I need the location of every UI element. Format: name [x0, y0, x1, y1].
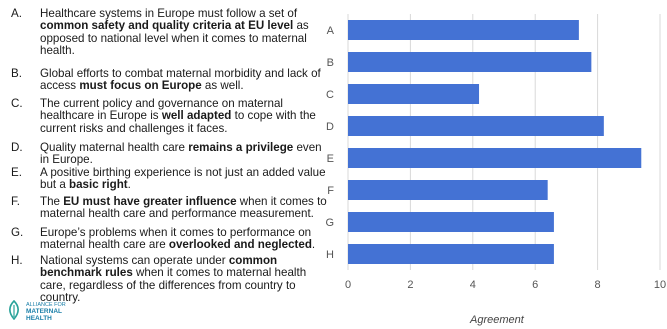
statement-fragment: as well.: [201, 79, 244, 93]
statement-text: Global efforts to combat maternal morbid…: [40, 67, 330, 93]
y-tick-label: E: [327, 153, 334, 165]
x-tick-label: 4: [470, 279, 476, 291]
bar: [348, 52, 592, 72]
statement-fragment: when it comes to maternal health care, r…: [40, 266, 307, 305]
y-tick-label: C: [326, 89, 334, 101]
statement-fragment: Global efforts to combat maternal morbid…: [40, 67, 321, 93]
statement-emphasis: must focus on Europe: [79, 79, 202, 93]
statement-letter: F.: [11, 195, 21, 208]
statement-emphasis: well adapted: [161, 109, 232, 123]
statement-fragment: Europe’s problems when it comes to perfo…: [40, 226, 312, 252]
statement-letter: H.: [11, 254, 23, 267]
leaf-icon: [9, 299, 19, 321]
bar: [348, 20, 579, 40]
statement-emphasis: overlooked and neglected: [168, 238, 312, 252]
statement-letter: B.: [11, 67, 22, 80]
statement-fragment: when it comes to maternal health care an…: [40, 195, 327, 221]
statement-text: Europe’s problems when it comes to perfo…: [40, 226, 330, 252]
statement-letter: A.: [11, 7, 22, 20]
statement-letter: E.: [11, 166, 22, 179]
statement-fragment: The: [40, 195, 64, 208]
alliance-logo: ALLIANCE FOR MATERNAL HEALTH: [6, 299, 96, 329]
x-tick-label: 8: [595, 279, 601, 291]
bar: [348, 84, 480, 104]
x-tick-label: 2: [407, 279, 413, 291]
statement-fragment: Quality maternal health care: [40, 141, 189, 154]
bar: [348, 148, 642, 168]
x-tick-label: 0: [345, 279, 351, 291]
logo-line3: HEALTH: [26, 315, 52, 323]
statement-fragment: Healthcare systems in Europe must follow…: [40, 7, 298, 20]
y-tick-label: A: [327, 25, 335, 37]
statement-text: A positive birthing experience is not ju…: [40, 166, 330, 192]
x-axis-title: Agreement: [470, 314, 524, 326]
logo-line2: MATERNAL: [26, 308, 62, 316]
y-tick-label: H: [326, 249, 334, 261]
statement-letter: D.: [11, 141, 23, 154]
logo-line1: ALLIANCE FOR: [26, 302, 66, 308]
statement-text: National systems can operate under commo…: [40, 254, 330, 305]
statement-text: Quality maternal health care remains a p…: [40, 141, 330, 167]
agreement-bar-chart: 0 2 4 6 8 10 A B C D E F G H: [325, 14, 666, 291]
x-tick-label: 6: [532, 279, 538, 291]
statement-fragment: .: [127, 178, 131, 192]
statement-emphasis: EU must have greater influence: [63, 195, 237, 208]
bar: [348, 244, 554, 264]
statement-fragment: .: [311, 238, 316, 252]
bar: [348, 212, 554, 232]
bar: [348, 116, 604, 136]
statement-letter: C.: [11, 97, 23, 110]
x-tick-label: 10: [654, 279, 666, 291]
statement-text: The EU must have greater influence when …: [40, 195, 330, 221]
y-tick-label: D: [326, 121, 334, 133]
y-tick-label: G: [325, 217, 334, 229]
statement-emphasis: common benchmark rules: [40, 254, 278, 280]
statement-fragment: even in Europe.: [40, 141, 322, 167]
statement-emphasis: remains a privilege: [188, 141, 294, 154]
statement-letter: G.: [11, 226, 24, 239]
statement-emphasis: common safety and quality criteria at EU…: [40, 19, 294, 33]
y-tick-label: B: [327, 57, 334, 69]
y-tick-label: F: [327, 185, 334, 197]
statement-emphasis: basic right: [69, 178, 128, 192]
statement-fragment: A positive birthing experience is not ju…: [40, 166, 326, 192]
statement-text: The current policy and governance on mat…: [40, 97, 330, 135]
statement-fragment: as opposed to national level when it com…: [40, 19, 309, 58]
statement-fragment: National systems can operate under: [40, 254, 229, 267]
statement-fragment: The current policy and governance on mat…: [40, 97, 283, 123]
statement-fragment: to cope with the current risks and chall…: [40, 109, 316, 135]
bar: [348, 180, 548, 200]
statement-text: Healthcare systems in Europe must follow…: [40, 7, 330, 58]
